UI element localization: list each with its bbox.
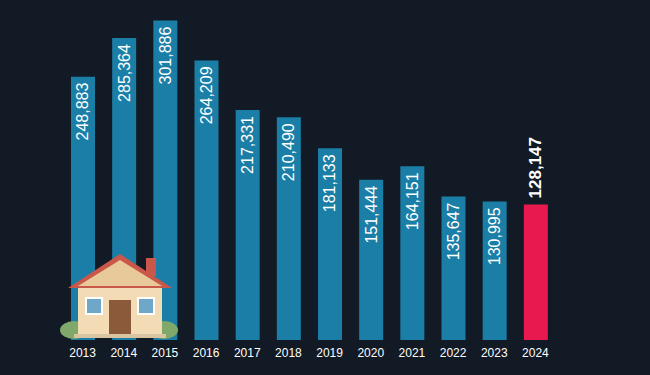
svg-text:2021: 2021 — [399, 346, 426, 360]
svg-text:248,883: 248,883 — [75, 83, 92, 141]
svg-text:285,364: 285,364 — [116, 44, 133, 102]
svg-text:164,151: 164,151 — [404, 172, 421, 230]
svg-text:210,490: 210,490 — [280, 123, 297, 181]
svg-text:2014: 2014 — [110, 346, 137, 360]
svg-text:217,331: 217,331 — [239, 116, 256, 174]
svg-text:2013: 2013 — [69, 346, 96, 360]
svg-text:2024: 2024 — [522, 346, 549, 360]
svg-text:2015: 2015 — [152, 346, 179, 360]
svg-text:2020: 2020 — [357, 346, 384, 360]
svg-text:2019: 2019 — [316, 346, 343, 360]
svg-text:128,147: 128,147 — [526, 137, 545, 198]
svg-text:264,209: 264,209 — [198, 66, 215, 124]
svg-text:301,886: 301,886 — [157, 26, 174, 84]
svg-text:2022: 2022 — [440, 346, 467, 360]
svg-text:2017: 2017 — [234, 346, 261, 360]
svg-text:2016: 2016 — [193, 346, 220, 360]
svg-text:2023: 2023 — [481, 346, 508, 360]
svg-text:181,133: 181,133 — [322, 154, 339, 212]
svg-text:135,647: 135,647 — [445, 202, 462, 260]
svg-text:130,995: 130,995 — [486, 207, 503, 265]
svg-text:2018: 2018 — [275, 346, 302, 360]
svg-text:151,444: 151,444 — [363, 186, 380, 244]
